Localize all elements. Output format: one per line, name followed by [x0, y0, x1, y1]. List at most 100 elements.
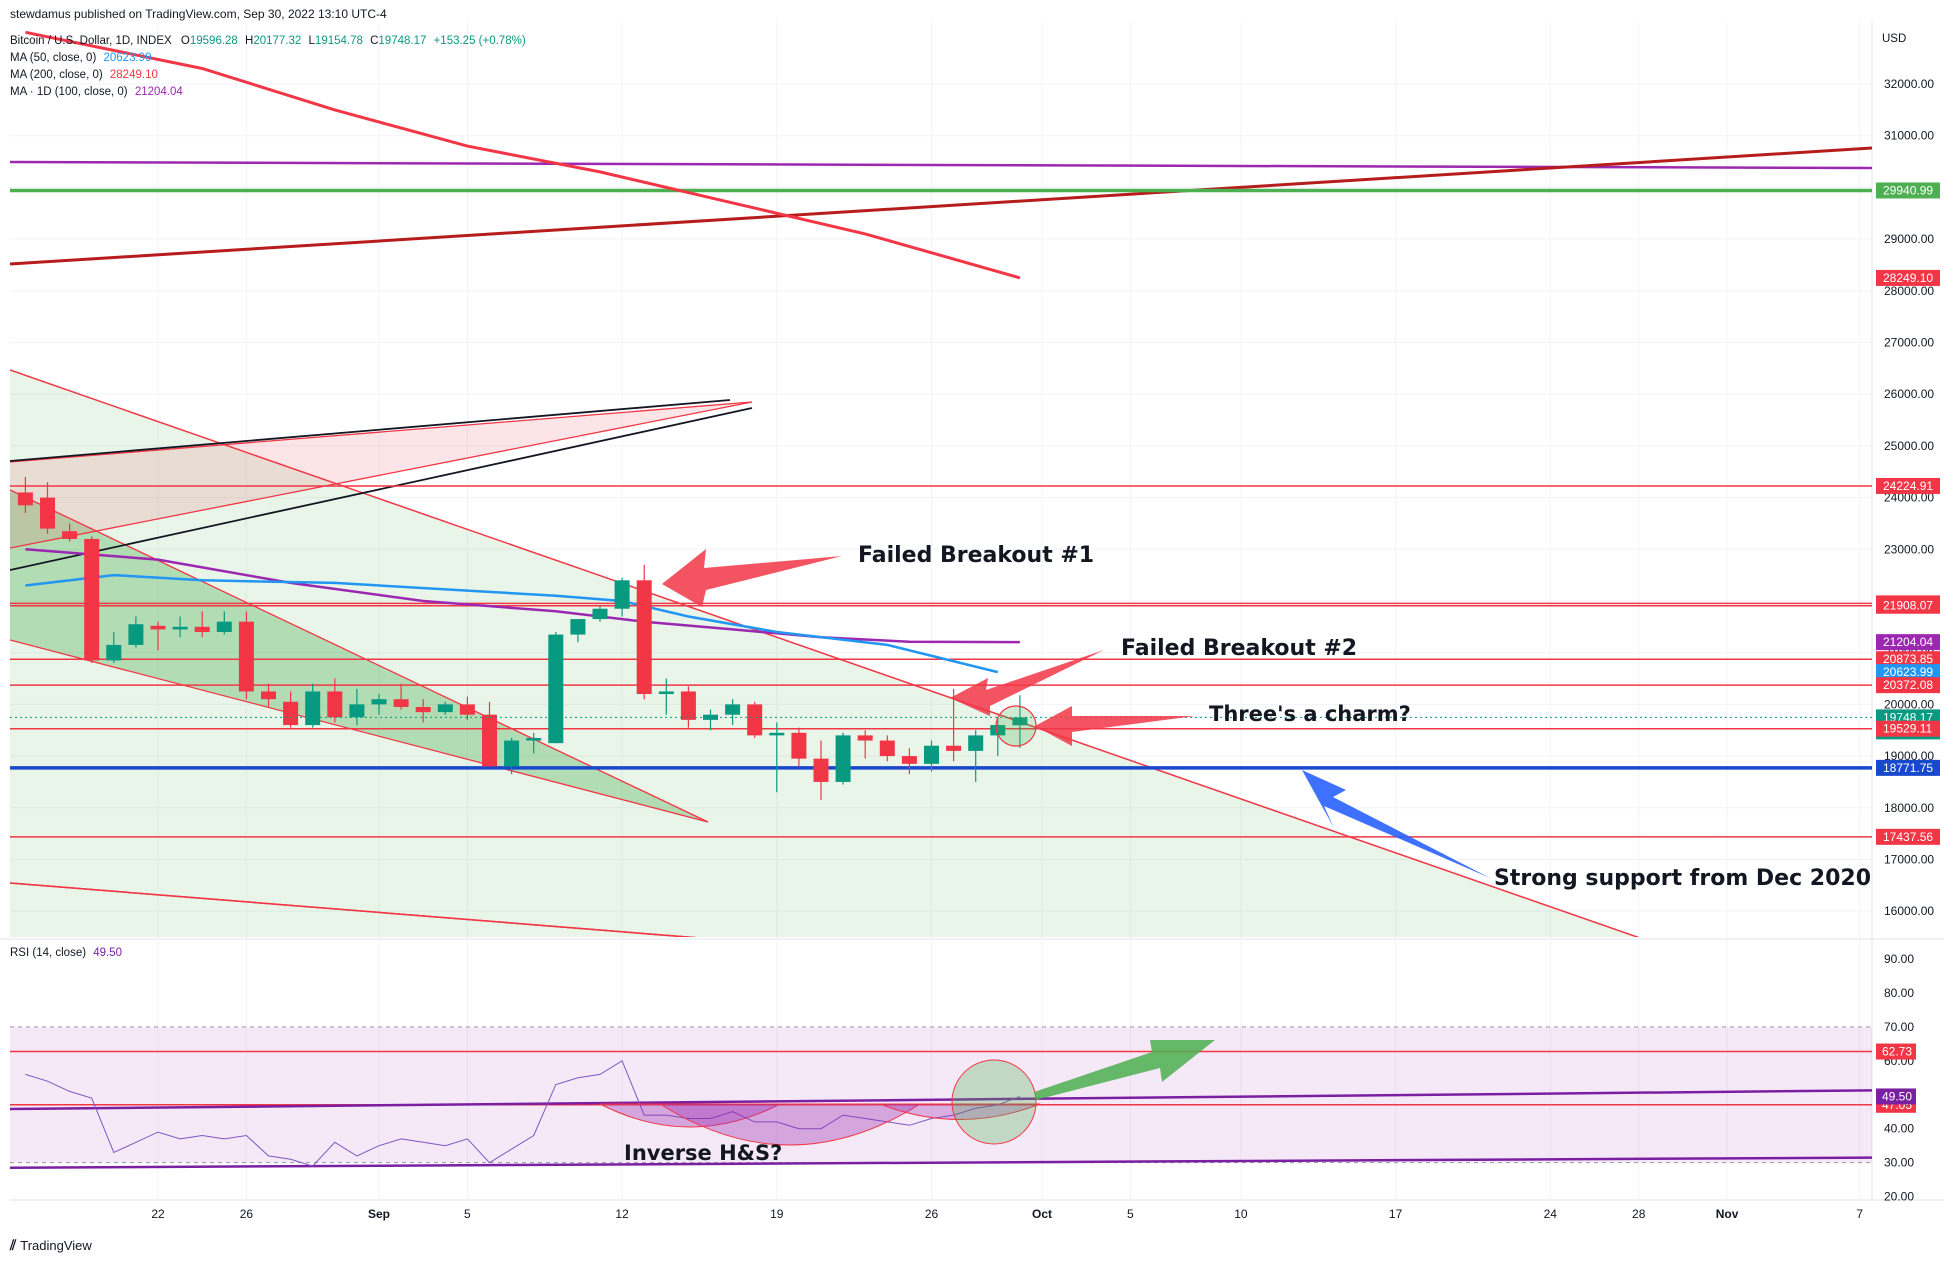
price-tick-label: 29000.00 [1884, 232, 1934, 246]
price-tag-bg [1876, 597, 1940, 614]
candles[interactable] [17, 476, 1028, 801]
candle-body [261, 691, 276, 700]
symbol-legend[interactable]: Bitcoin / U.S. Dollar, 1D, INDEX O19596.… [10, 35, 526, 47]
candle-body [791, 732, 807, 759]
ma100-value: 21204.04 [134, 86, 183, 98]
candle-body [1012, 717, 1028, 726]
highlight-circle-price [995, 705, 1037, 747]
rsi-tag-label: 62.73 [1882, 1045, 1912, 1059]
candle-body [879, 740, 895, 757]
time-tick-label: 5 [1127, 1207, 1134, 1221]
ma200-label: MA (200, close, 0) [10, 69, 103, 81]
indicator-ma200[interactable]: MA (200, close, 0) 28249.10 [10, 69, 158, 81]
time-axis: 22 26 Sep 5 12 19 26 Oct 5 10 17 24 28 Nov 7 [151, 1207, 1863, 1221]
ohlc-high-label: H [245, 35, 254, 47]
price-tag-label: 20372.08 [1883, 678, 1933, 692]
price-tag-bg [1876, 634, 1940, 651]
candle-body [371, 699, 387, 705]
candle-body [924, 745, 939, 764]
candle-body [901, 756, 917, 764]
ma50-label: MA (50, close, 0) [10, 52, 97, 64]
candle-body [946, 745, 962, 751]
highlight-circle-rsi [951, 1059, 1037, 1145]
annotation-threes-charm: Three's a charm? [1209, 702, 1411, 726]
rsi-legend[interactable]: RSI (14, close) 49.50 [10, 947, 122, 959]
ohlc-close-label: C [370, 35, 379, 47]
brand-text: TradingView [20, 1238, 92, 1253]
time-tick-label: 7 [1856, 1207, 1863, 1221]
time-tick-label: 5 [464, 1207, 471, 1221]
price-tick-label: 17000.00 [1884, 852, 1934, 866]
price-tick-label: 20000.00 [1884, 697, 1934, 711]
publisher-text: stewdamus published on TradingView.com, … [10, 7, 387, 21]
rising-wedge-lower [10, 401, 753, 549]
candle-body [349, 704, 365, 718]
candle-body [968, 735, 984, 751]
price-tick-label: 25000.00 [1884, 439, 1934, 453]
time-tick-label: Nov [1716, 1207, 1739, 1221]
rsi-label: RSI (14, close) [10, 947, 87, 959]
indicator-ma50[interactable]: MA (50, close, 0) 20623.99 [10, 52, 151, 64]
rsi-tick-label: 20.00 [1884, 1190, 1914, 1204]
candle-body [570, 619, 586, 635]
candle-body [835, 735, 851, 782]
candle-body [504, 740, 520, 767]
price-tag-bg [1876, 759, 1940, 776]
time-tick-label: 17 [1389, 1207, 1403, 1221]
price-tag-label: 17437.56 [1883, 830, 1933, 844]
candle-body [17, 492, 33, 506]
rsi-tick-label: 80.00 [1884, 986, 1914, 1000]
channel-upper-line [10, 369, 1640, 937]
annotation-failed-breakout-2: Failed Breakout #2 [1121, 636, 1358, 661]
ohlc-close: 19748.17 [378, 35, 427, 47]
candle-body [106, 644, 122, 661]
rsi-tick-label: 90.00 [1884, 952, 1914, 966]
candle-body [658, 691, 674, 695]
price-tick-label: 27000.00 [1884, 336, 1934, 350]
time-tick-label: 19 [770, 1207, 784, 1221]
wedge-lower-line [10, 639, 709, 823]
ohlc-low-label: L [308, 35, 315, 47]
rsi-pane: 20.0030.0040.0050.0060.0070.0080.0090.00… [9, 952, 1916, 1204]
time-tick-label: 26 [240, 1207, 254, 1221]
price-tag-label: 24224.91 [1883, 479, 1933, 493]
price-tag-bg [1876, 651, 1940, 668]
indicator-ma100[interactable]: MA · 1D (100, close, 0) 21204.04 [10, 86, 183, 98]
price-tick-label: 23000.00 [1884, 542, 1934, 556]
rsi-tag-bg [1876, 1043, 1916, 1060]
arrow-failed-breakout-2 [950, 650, 1104, 716]
ma50-value: 20623.99 [103, 52, 152, 64]
price-tick-label: 19000.00 [1884, 749, 1934, 763]
candle-body [84, 538, 100, 661]
hs-head [658, 1103, 922, 1146]
candle-body [725, 704, 741, 715]
candle-body [437, 704, 453, 713]
candle-body [857, 735, 873, 741]
candle-body [128, 624, 144, 645]
ma200-value: 28249.10 [109, 69, 158, 81]
price-tag-label: 29940.99 [1883, 183, 1933, 197]
symbol-name: Bitcoin / U.S. Dollar, 1D, INDEX [10, 35, 172, 47]
candle-body [415, 706, 431, 713]
rising-wedge-upper [10, 401, 753, 463]
candle-body [636, 580, 652, 695]
tradingview-logo-icon: ⫽ [10, 1237, 17, 1253]
darkred-trendline [10, 146, 1872, 266]
time-tick-label: 22 [151, 1207, 165, 1221]
tradingview-brand[interactable]: ⫽ TradingView [10, 1237, 92, 1254]
candle-body [614, 580, 630, 609]
price-axis: 16000.00 17000.00 18000.00 19000.00 20000.00… [1876, 77, 1940, 918]
candle-body [393, 699, 409, 707]
rsi-line [25, 1060, 1021, 1167]
candle-body [150, 625, 166, 630]
candle-body [216, 621, 232, 632]
candle-body [305, 691, 321, 726]
time-tick-label: 26 [925, 1207, 939, 1221]
candle-body [769, 732, 785, 736]
time-tick-label: 24 [1544, 1207, 1558, 1221]
price-tick-label: 28000.00 [1884, 284, 1934, 298]
rsi-tag-label: 49.50 [1882, 1089, 1912, 1103]
rsi-band [10, 1026, 1872, 1163]
rsi-drawings [599, 1040, 1215, 1146]
